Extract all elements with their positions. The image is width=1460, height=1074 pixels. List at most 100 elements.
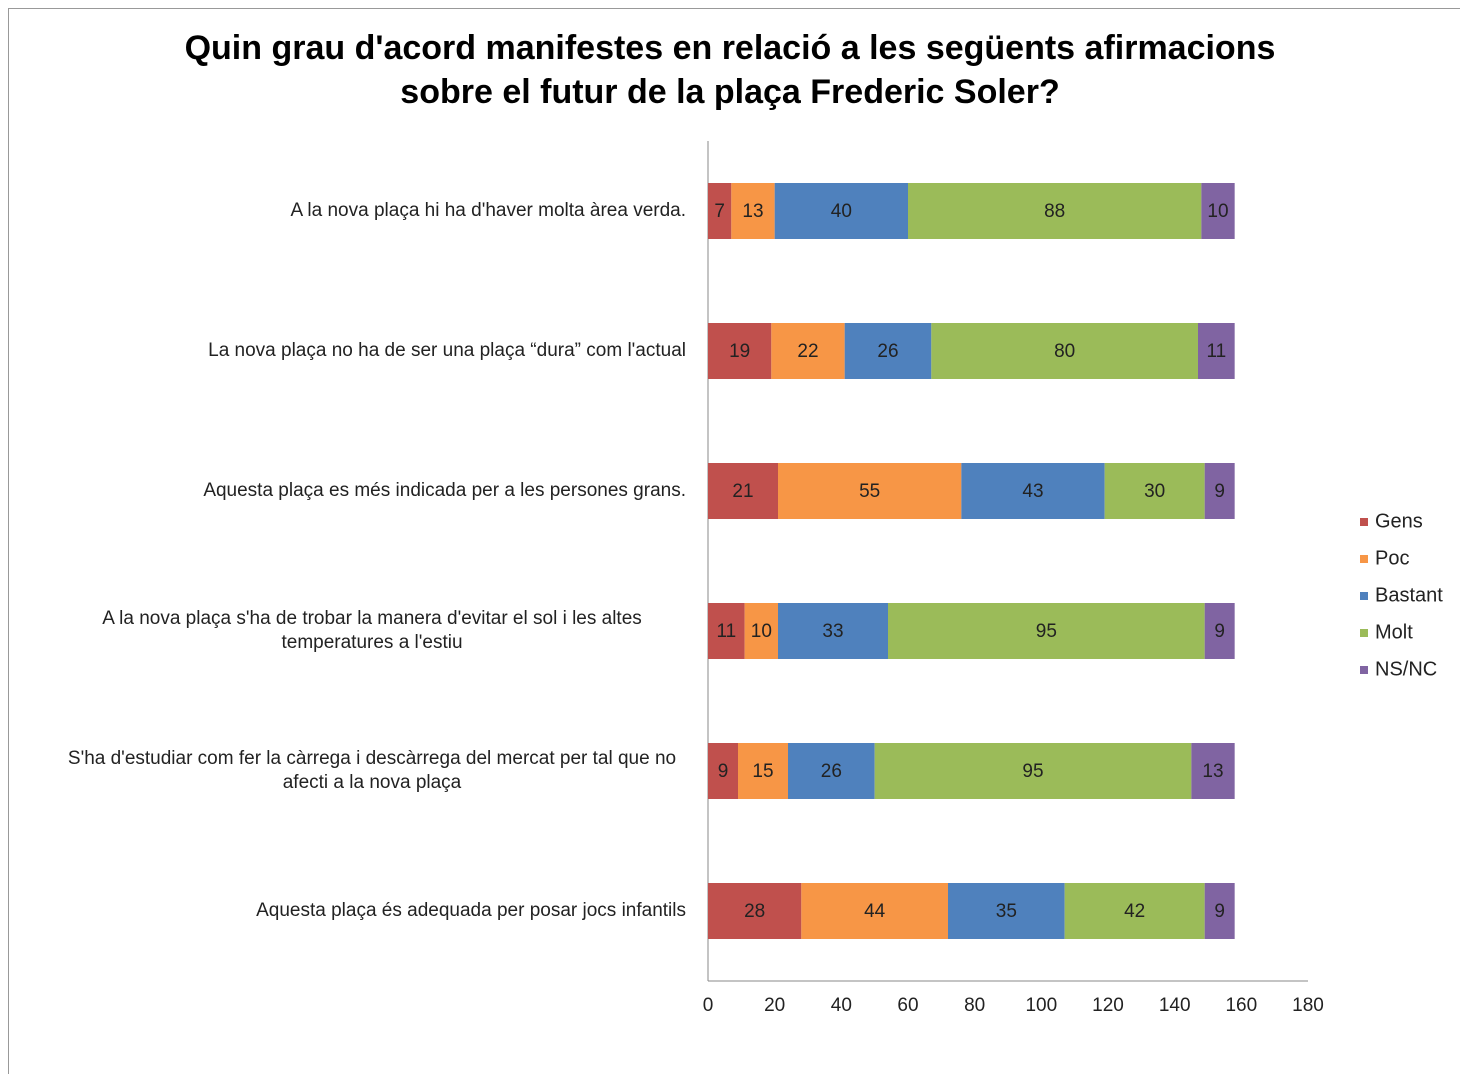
bar-segment — [788, 743, 875, 799]
bar-segment — [708, 603, 745, 659]
value-label: 26 — [877, 341, 898, 362]
value-label: 95 — [1022, 761, 1043, 782]
legend-swatch — [1360, 555, 1368, 563]
bar-segment — [731, 183, 775, 239]
y-tick-label: La nova plaça no ha de ser una plaça “du… — [208, 340, 686, 361]
legend-swatch — [1360, 666, 1368, 674]
value-label: 10 — [751, 621, 772, 642]
bar-segment — [778, 603, 888, 659]
value-label: 13 — [1202, 761, 1223, 782]
bar-segment — [708, 183, 732, 239]
x-tick-label: 140 — [1159, 995, 1191, 1016]
legend-swatch — [1360, 592, 1368, 600]
category-box: Aquesta plaça és adequada per posar jocs… — [30, 861, 686, 961]
x-tick-label: 160 — [1225, 995, 1257, 1016]
x-tick-label: 120 — [1092, 995, 1124, 1016]
category-row: A la nova plaça hi ha d'haver molta àrea… — [30, 161, 686, 261]
category-row: Aquesta plaça es més indicada per a les … — [30, 441, 686, 541]
bar-segment — [908, 183, 1202, 239]
value-label: 80 — [1054, 341, 1075, 362]
category-row: Aquesta plaça és adequada per posar jocs… — [30, 861, 686, 961]
value-label: 44 — [864, 901, 886, 922]
frame — [8, 8, 1460, 1074]
x-tick-label: 40 — [831, 995, 852, 1016]
value-label: 42 — [1124, 901, 1145, 922]
bar-segment — [1201, 183, 1235, 239]
value-label: 30 — [1144, 481, 1165, 502]
y-tick-label: Aquesta plaça és adequada per posar jocs… — [256, 900, 686, 921]
bar-segment — [1204, 883, 1235, 939]
legend-swatch — [1360, 629, 1368, 637]
bar-segment — [931, 323, 1198, 379]
bar-segment — [744, 603, 778, 659]
y-tick-label: A la nova plaça s'ha de trobar la manera… — [102, 608, 642, 653]
bar-segment — [1198, 323, 1235, 379]
bar-segment — [738, 743, 788, 799]
bar-segment — [708, 463, 778, 519]
category-box: S'ha d'estudiar com fer la càrrega i des… — [30, 721, 686, 821]
chart-title: Quin grau d'acord manifestes en relació … — [184, 29, 1276, 111]
value-label: 95 — [1036, 621, 1057, 642]
legend-label: NS/NC — [1375, 658, 1437, 680]
legend-label: Gens — [1375, 510, 1423, 532]
category-box: La nova plaça no ha de ser una plaça “du… — [30, 301, 686, 401]
bar-segment — [708, 883, 802, 939]
value-label: 7 — [714, 201, 725, 222]
value-label: 11 — [1206, 341, 1226, 362]
bar-segment — [1064, 883, 1205, 939]
bar-segment — [708, 323, 772, 379]
bar-segment — [1204, 603, 1235, 659]
bar-segment — [708, 743, 738, 799]
bar-segment — [801, 883, 948, 939]
value-label: 19 — [729, 341, 750, 362]
category-row: La nova plaça no ha de ser una plaça “du… — [30, 301, 686, 401]
bar-segment — [1191, 743, 1235, 799]
legend-swatch — [1360, 518, 1368, 526]
bar-segment — [888, 603, 1205, 659]
value-label: 22 — [797, 341, 818, 362]
bar-segment — [874, 743, 1192, 799]
value-label: 43 — [1022, 481, 1043, 502]
legend-label: Bastant — [1375, 584, 1443, 606]
x-tick-label: 60 — [897, 995, 918, 1016]
legend-label: Molt — [1375, 621, 1413, 643]
category-row: S'ha d'estudiar com fer la càrrega i des… — [30, 721, 686, 821]
value-label: 40 — [831, 201, 852, 222]
value-label: 9 — [1214, 901, 1225, 922]
bar-segment — [1104, 463, 1205, 519]
value-label: 11 — [716, 621, 736, 642]
bar-segment — [1204, 463, 1235, 519]
value-label: 9 — [1214, 621, 1225, 642]
y-tick-label: A la nova plaça hi ha d'haver molta àrea… — [290, 200, 686, 221]
value-label: 33 — [822, 621, 843, 642]
value-label: 55 — [859, 481, 880, 502]
bar-segment — [948, 883, 1065, 939]
y-tick-label: Aquesta plaça es més indicada per a les … — [203, 480, 686, 501]
title-box: Quin grau d'acord manifestes en relació … — [184, 29, 1276, 111]
value-label: 9 — [718, 761, 729, 782]
x-tick-label: 20 — [764, 995, 785, 1016]
value-label: 13 — [742, 201, 763, 222]
value-label: 88 — [1044, 201, 1065, 222]
value-label: 15 — [752, 761, 773, 782]
bar-segment — [771, 323, 845, 379]
x-tick-label: 0 — [703, 995, 714, 1016]
value-label: 28 — [744, 901, 765, 922]
bar-segment — [774, 183, 908, 239]
x-tick-label: 100 — [1025, 995, 1057, 1016]
value-label: 21 — [732, 481, 753, 502]
x-tick-label: 180 — [1292, 995, 1324, 1016]
x-tick-label: 80 — [964, 995, 985, 1016]
bar-segment — [778, 463, 962, 519]
bar-segment — [961, 463, 1105, 519]
value-label: 10 — [1207, 201, 1228, 222]
category-box: Aquesta plaça es més indicada per a les … — [30, 441, 686, 541]
y-tick-label: S'ha d'estudiar com fer la càrrega i des… — [67, 748, 677, 793]
value-label: 26 — [821, 761, 842, 782]
category-box: A la nova plaça hi ha d'haver molta àrea… — [30, 161, 686, 261]
legend-label: Poc — [1375, 547, 1409, 569]
category-row: A la nova plaça s'ha de trobar la manera… — [30, 581, 686, 681]
value-label: 35 — [996, 901, 1017, 922]
category-box: A la nova plaça s'ha de trobar la manera… — [30, 581, 686, 681]
